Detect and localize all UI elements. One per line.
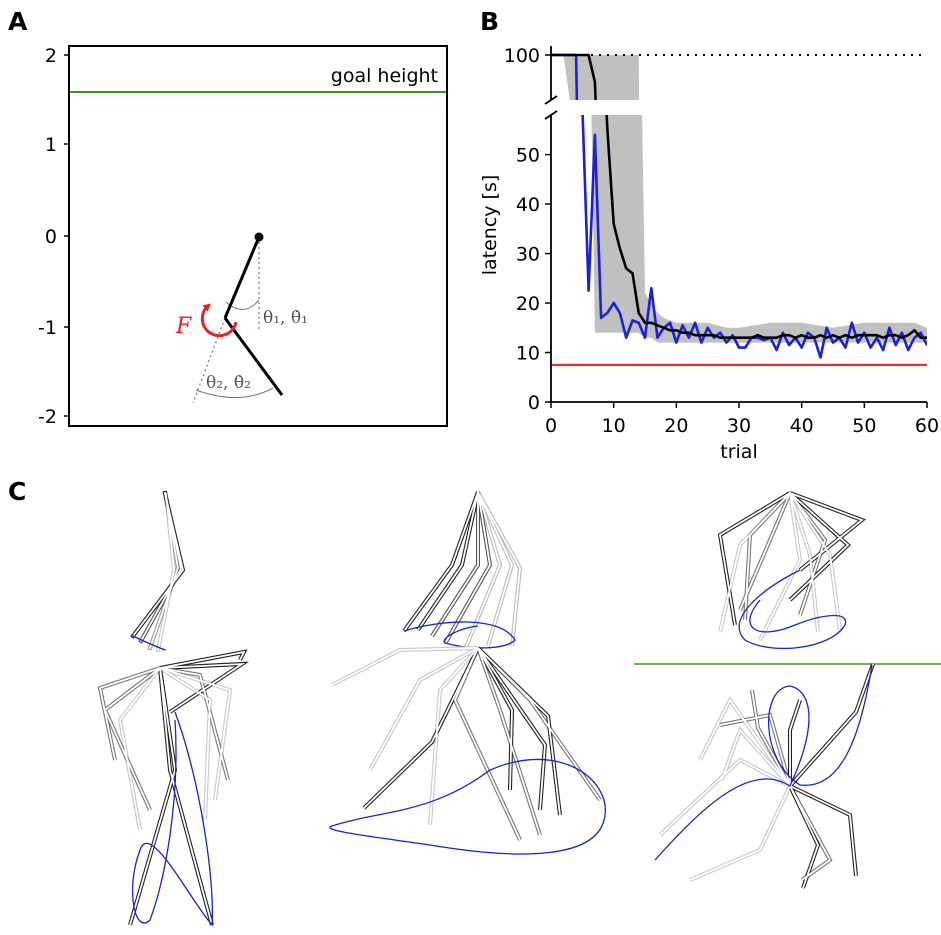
y-tick-label: 20 — [516, 293, 540, 315]
link1-extension-line — [192, 317, 226, 404]
x-tick-label: 20 — [664, 415, 688, 437]
theta2-label: θ₂, θ̇₂ — [206, 373, 251, 393]
x-tick-label: 30 — [727, 415, 751, 437]
y-tick-label: 10 — [516, 343, 540, 365]
acrobot-snapshot-5 — [329, 646, 606, 855]
pendulum-link-1 — [223, 236, 261, 319]
theta1-label: θ₁, θ̇₁ — [263, 308, 308, 328]
x-tick-label: 0 — [545, 415, 557, 437]
y-tick-label: 0 — [45, 226, 57, 248]
y-tick-label: 50 — [516, 145, 540, 167]
panel-a: A 2 1 0 -1 -2 goal height F θ₁, θ̇₁ θ₂, … — [8, 7, 448, 428]
acrobot-snapshot-6 — [654, 663, 875, 889]
acrobot-snapshot-3 — [717, 491, 866, 650]
y-ticks: 0 10 20 30 40 50 100 — [504, 45, 551, 414]
panel-label-b: B — [480, 7, 499, 36]
acrobot-snapshot-1 — [130, 490, 186, 653]
y-tick-label: 40 — [516, 194, 540, 216]
force-label: F — [175, 314, 192, 339]
series-bottom-segment — [581, 115, 927, 359]
panel-b: B 0 10 20 30 40 50 100 0 10 20 30 40 50 60 latency [… — [479, 7, 939, 463]
x-ticks: 0 10 20 30 40 50 60 — [545, 402, 939, 437]
x-tick-label: 50 — [852, 415, 876, 437]
acrobot-snapshot-2 — [402, 491, 523, 649]
band-bottom-segment — [591, 115, 927, 343]
y-tick-label: 100 — [504, 45, 540, 67]
y-tick-label: 2 — [45, 45, 57, 67]
panel-a-y-ticks: 2 1 0 -1 -2 — [38, 45, 69, 428]
panel-label-c: C — [8, 477, 26, 506]
series-line — [581, 115, 927, 359]
y-tick-label: -2 — [38, 406, 57, 428]
axis-break-mark — [544, 110, 558, 120]
x-tick-label: 60 — [915, 415, 939, 437]
axis-break-mark — [544, 95, 558, 105]
y-tick-label: 1 — [45, 134, 57, 156]
theta2-arc — [195, 387, 274, 398]
panel-c: C — [8, 477, 941, 927]
x-axis-label: trial — [720, 441, 757, 463]
x-tick-label: 40 — [790, 415, 814, 437]
y-tick-label: 0 — [528, 392, 540, 414]
x-tick-label: 10 — [602, 415, 626, 437]
y-tick-label: -1 — [38, 317, 57, 339]
y-tick-label: 30 — [516, 244, 540, 266]
theta1-arc — [225, 299, 260, 310]
series-line — [605, 115, 927, 340]
torque-arrow-icon — [200, 303, 238, 338]
y-axis-label: latency [s] — [479, 175, 501, 276]
acrobot-snapshot-4 — [97, 649, 250, 927]
pendulum-link-2 — [223, 317, 284, 396]
goal-height-label: goal height — [331, 65, 438, 87]
panel-label-a: A — [8, 7, 28, 36]
confidence-band — [591, 115, 927, 343]
pivot-point — [254, 232, 264, 242]
